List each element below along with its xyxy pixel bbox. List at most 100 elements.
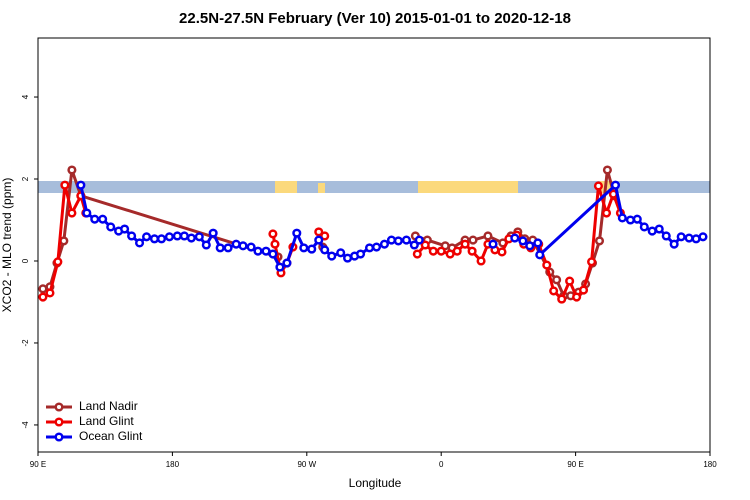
point	[602, 165, 612, 175]
point	[194, 232, 204, 242]
point	[594, 236, 605, 246]
point	[268, 249, 278, 259]
point	[445, 249, 455, 259]
point	[134, 238, 145, 248]
land-strip	[418, 181, 518, 193]
point	[412, 249, 422, 259]
point	[90, 214, 100, 224]
point	[428, 246, 438, 256]
point	[386, 235, 397, 245]
point	[460, 239, 470, 249]
point	[314, 227, 324, 237]
point	[275, 262, 285, 272]
y-tick-label: -4	[21, 421, 30, 429]
point	[552, 275, 562, 285]
x-tick-label: 90 W	[297, 460, 316, 469]
point	[299, 243, 309, 253]
point	[292, 228, 302, 238]
point	[172, 231, 182, 241]
x-tick-label: 90 E	[567, 460, 583, 469]
map-strip	[38, 181, 710, 193]
chart-title: 22.5N-27.5N February (Ver 10) 2015-01-01…	[179, 10, 571, 27]
y-tick-label: -2	[21, 339, 30, 347]
point	[106, 222, 116, 232]
point	[223, 243, 233, 253]
x-tick-label: 0	[439, 460, 444, 469]
point	[356, 249, 366, 259]
ocean-strip	[38, 181, 710, 193]
point	[336, 248, 346, 258]
point	[268, 229, 278, 239]
point	[98, 214, 108, 224]
point	[208, 228, 218, 238]
point	[420, 240, 430, 250]
point	[593, 181, 603, 191]
point	[452, 246, 462, 256]
point	[510, 233, 520, 243]
point	[691, 234, 701, 244]
point	[45, 288, 55, 298]
point	[565, 276, 575, 286]
point	[676, 232, 686, 242]
point	[535, 250, 545, 260]
point	[647, 226, 657, 236]
point	[557, 294, 567, 304]
land-strip	[275, 181, 297, 193]
point	[578, 285, 589, 295]
point	[142, 232, 152, 242]
point	[364, 243, 375, 253]
point	[38, 292, 48, 302]
point	[67, 208, 77, 218]
point	[632, 214, 642, 224]
point	[587, 257, 597, 267]
legend-label: Land Nadir	[79, 399, 138, 413]
legend-label: Ocean Glint	[79, 429, 143, 443]
point	[414, 235, 424, 245]
point	[401, 235, 411, 245]
point	[149, 234, 160, 244]
land-strip	[318, 183, 325, 193]
point	[164, 232, 174, 242]
point	[497, 247, 507, 257]
legend-marker	[54, 402, 64, 412]
point	[38, 284, 48, 294]
point	[549, 286, 559, 296]
point	[53, 257, 63, 267]
point	[201, 240, 211, 250]
point	[253, 246, 263, 256]
point	[525, 241, 535, 251]
point	[238, 241, 248, 251]
point	[307, 244, 317, 254]
point	[601, 208, 612, 218]
x-tick-label: 180	[166, 460, 180, 469]
point	[76, 180, 86, 190]
point	[467, 246, 477, 256]
point	[186, 233, 196, 243]
point	[572, 292, 582, 302]
point	[379, 239, 390, 249]
point	[684, 233, 694, 243]
point	[60, 180, 70, 190]
point	[625, 215, 635, 225]
point	[533, 238, 543, 248]
point	[542, 260, 552, 270]
x-axis-label: Longitude	[349, 476, 402, 490]
y-tick-label: 2	[21, 176, 30, 181]
point	[476, 256, 486, 266]
point	[246, 242, 256, 252]
legend-label: Land Glint	[79, 414, 134, 428]
point	[698, 232, 708, 242]
point	[179, 231, 189, 241]
point	[669, 239, 679, 249]
point	[282, 258, 292, 268]
x-tick-label: 90 E	[30, 460, 46, 469]
point	[314, 235, 324, 245]
legend-marker	[54, 417, 64, 427]
point	[393, 236, 403, 246]
y-axis-label: XCO2 - MLO trend (ppm)	[0, 178, 14, 313]
point	[654, 224, 664, 234]
point	[488, 239, 498, 249]
point	[82, 208, 92, 218]
point	[67, 165, 77, 175]
point	[468, 235, 478, 245]
